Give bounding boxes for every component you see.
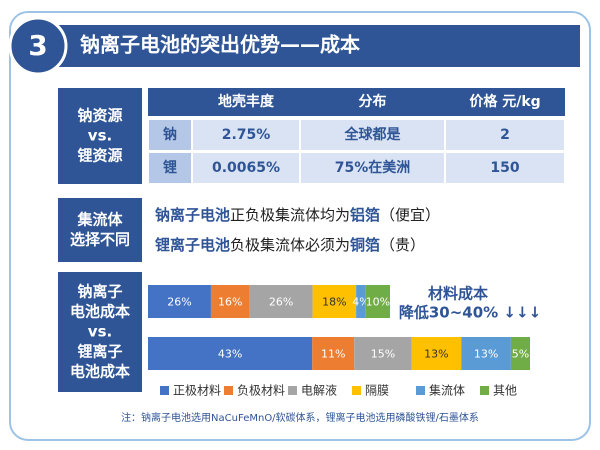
table-cell: [193, 153, 299, 183]
bar-value-label: 26%: [269, 296, 293, 309]
column-header: 地壳丰度: [218, 93, 275, 110]
section-label: 集流体: [76, 211, 123, 229]
bar-segment: [249, 285, 313, 318]
bar-segment: [510, 337, 530, 370]
bar-segment: [312, 337, 355, 370]
bar-segment: [210, 285, 250, 318]
bar-value-label: 5%: [512, 348, 529, 361]
number-badge: [8, 16, 68, 76]
annotation: 降低30~40% ↓↓↓: [399, 304, 541, 322]
bar-segment: [356, 285, 366, 318]
table-cell: [149, 153, 191, 183]
bar-segment: [148, 337, 313, 370]
slide-title: 钠离子电池的突出优势——成本: [80, 33, 360, 57]
table-cell: [301, 153, 444, 183]
bar-value-label: 4%: [352, 296, 369, 309]
table-header-bg: [148, 88, 565, 116]
legend-label: 隔膜: [365, 384, 389, 398]
frame: [9, 11, 591, 441]
table-cell-text: 锂: [163, 159, 177, 176]
legend-label: 正极材料: [173, 384, 221, 398]
column-header: 分布: [359, 93, 387, 110]
note: 注：钠离子电池选用NaCuFeMnO/软碳体系，锂离子电池选用磷酸铁锂/石墨体系: [121, 411, 479, 424]
section-label-box: [58, 198, 142, 262]
legend-swatch: [224, 386, 233, 395]
bar-segment: [148, 285, 211, 318]
collector-text: 钠离子电池: [155, 206, 230, 224]
table-cell: [301, 120, 444, 150]
legend-label: 集流体: [429, 383, 465, 398]
collector-text: 铝箔: [350, 206, 380, 224]
collector-text: 负极集流体必须为: [230, 236, 350, 254]
section-label: vs.: [88, 127, 112, 145]
legend-swatch: [480, 386, 489, 395]
section-label: 锂资源: [77, 147, 122, 165]
legend-label: 负极材料: [237, 384, 285, 398]
legend-label: 电解液: [301, 383, 337, 398]
bar-value-label: 26%: [167, 296, 191, 309]
section-label-box: [58, 272, 142, 392]
bar-value-label: 13%: [474, 348, 498, 361]
table-cell-text: 钠: [163, 126, 177, 143]
bar-value-label: 11%: [321, 348, 345, 361]
table-cell-text: 2: [500, 127, 510, 143]
section-label: 锂离子: [77, 343, 122, 361]
legend-swatch: [416, 386, 425, 395]
section-label: vs.: [88, 323, 112, 341]
collector-text: （贵）: [380, 236, 425, 254]
legend-swatch: [352, 386, 361, 395]
table-cell: [149, 120, 191, 150]
bar-value-label: 16%: [218, 296, 242, 309]
collector-text: （便宜）: [380, 206, 440, 224]
table-cell-text: 0.0065%: [212, 160, 280, 176]
collector-line: 锂离子电池负极集流体必须为铜箔（贵）: [155, 236, 425, 254]
bar-value-label: 10%: [366, 296, 390, 309]
table-cell-text: 150: [490, 160, 519, 176]
table-cell: [446, 153, 564, 183]
slide-number: 3: [28, 29, 47, 62]
bar-segment: [461, 337, 511, 370]
bar-value-label: 18%: [322, 296, 346, 309]
section-label: 钠资源: [77, 107, 122, 125]
table-cell-text: 2.75%: [222, 127, 271, 143]
table-cell-text: 全球都是: [344, 126, 402, 143]
table-cell-text: 75%在美洲: [335, 159, 411, 176]
bar-segment: [312, 285, 357, 318]
section-label-box: [58, 88, 142, 184]
section-label: 选择不同: [70, 231, 130, 249]
legend-label: 其他: [493, 384, 517, 398]
legend-swatch: [160, 386, 169, 395]
collector-line: 钠离子电池正负极集流体均为铝箔（便宜）: [155, 206, 440, 224]
collector-text: 铜箔: [350, 236, 380, 254]
section-label: 电池成本: [70, 303, 130, 321]
bar-segment: [365, 285, 390, 318]
collector-text: 正负极集流体均为: [230, 206, 350, 224]
table-cell: [446, 120, 564, 150]
bar-value-label: 15%: [371, 348, 395, 361]
bar-segment: [411, 337, 462, 370]
bar-segment: [354, 337, 412, 370]
annotation: 材料成本: [428, 285, 488, 303]
collector-text: 锂离子电池: [155, 236, 230, 254]
legend-swatch: [288, 386, 297, 395]
bar-value-label: 13%: [424, 348, 448, 361]
table-cell: [193, 120, 299, 150]
section-label: 电池成本: [70, 363, 130, 381]
bar-value-label: 43%: [218, 348, 242, 361]
title-banner: [40, 25, 580, 67]
section-label: 钠离子: [77, 283, 122, 301]
column-header: 价格 元/kg: [469, 93, 540, 110]
